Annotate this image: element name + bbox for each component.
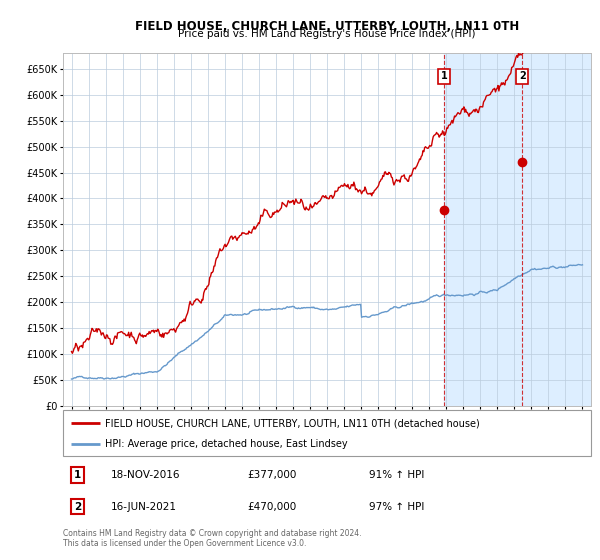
Text: Contains HM Land Registry data © Crown copyright and database right 2024.: Contains HM Land Registry data © Crown c… [63,529,361,538]
Text: £470,000: £470,000 [248,502,297,512]
Text: HPI: Average price, detached house, East Lindsey: HPI: Average price, detached house, East… [105,438,348,449]
Text: £377,000: £377,000 [248,470,297,480]
Text: This data is licensed under the Open Government Licence v3.0.: This data is licensed under the Open Gov… [63,539,307,548]
Text: FIELD HOUSE, CHURCH LANE, UTTERBY, LOUTH, LN11 0TH: FIELD HOUSE, CHURCH LANE, UTTERBY, LOUTH… [135,20,519,32]
FancyBboxPatch shape [63,410,591,456]
Text: Price paid vs. HM Land Registry's House Price Index (HPI): Price paid vs. HM Land Registry's House … [178,29,476,39]
Bar [444,53,600,406]
Text: 91% ↑ HPI: 91% ↑ HPI [369,470,425,480]
Text: 2: 2 [519,71,526,81]
Text: 2: 2 [74,502,82,512]
Text: FIELD HOUSE, CHURCH LANE, UTTERBY, LOUTH, LN11 0TH (detached house): FIELD HOUSE, CHURCH LANE, UTTERBY, LOUTH… [105,418,480,428]
Text: 1: 1 [441,71,448,81]
Text: 18-NOV-2016: 18-NOV-2016 [110,470,180,480]
Text: 1: 1 [74,470,82,480]
Text: 16-JUN-2021: 16-JUN-2021 [110,502,176,512]
Text: 97% ↑ HPI: 97% ↑ HPI [369,502,425,512]
